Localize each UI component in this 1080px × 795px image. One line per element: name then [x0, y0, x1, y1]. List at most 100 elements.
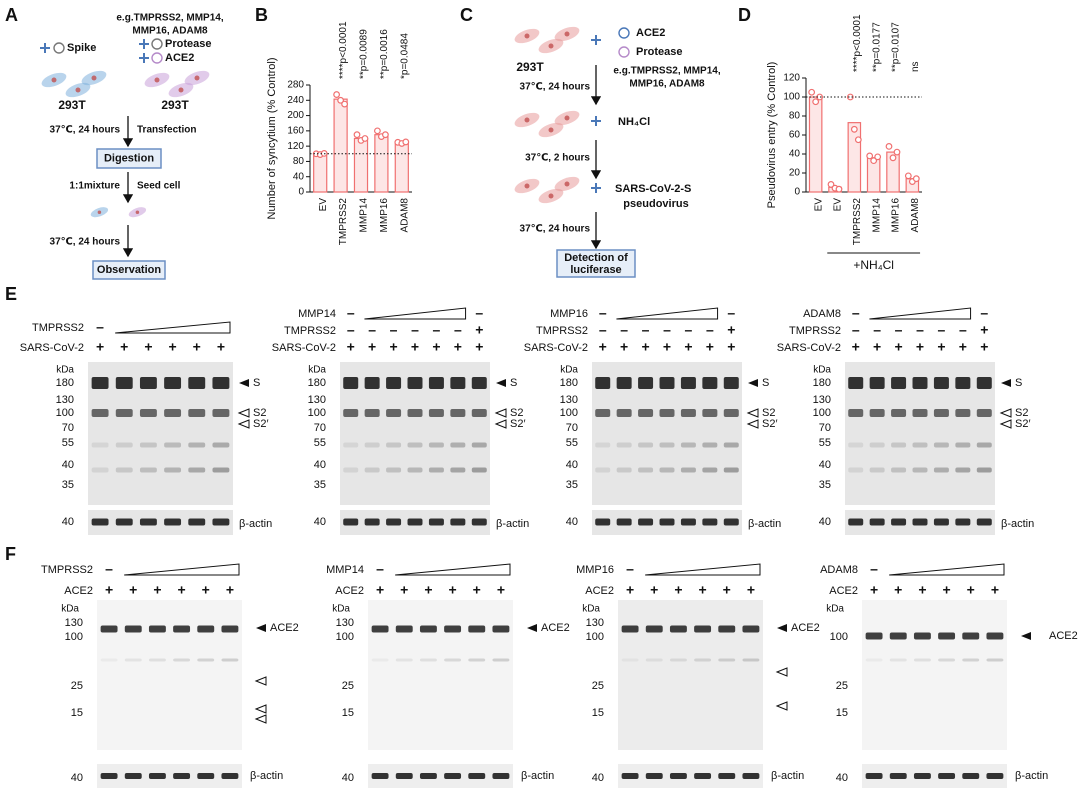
ramp: [645, 563, 761, 576]
annotation: **p=0.0089: [359, 29, 370, 79]
marker-label: 180: [813, 377, 831, 389]
band: [933, 409, 949, 417]
band: [188, 518, 206, 526]
band: [702, 442, 718, 448]
lane-sign: +: [684, 339, 692, 355]
annotation: **p=0.0177: [871, 22, 882, 72]
lane-sign: +: [475, 322, 483, 338]
band: [723, 518, 739, 526]
band: [913, 773, 931, 779]
band: [962, 632, 980, 640]
marker-label: 55: [62, 437, 74, 449]
band: [659, 467, 675, 473]
step-box: [96, 148, 162, 169]
circle-icon: [618, 27, 630, 39]
kda-label: kDa: [308, 365, 326, 376]
band: [869, 377, 885, 389]
label: 37℃, 24 hours: [50, 125, 121, 136]
row-label: TMPRSS2: [32, 322, 84, 334]
band: [938, 658, 956, 662]
lane-sign: +: [727, 339, 735, 355]
marker-label: 100: [308, 407, 326, 419]
band: [386, 442, 402, 448]
band: [407, 409, 423, 417]
lane-sign: –: [938, 322, 946, 338]
band: [115, 409, 133, 417]
lane-sign: +: [599, 339, 607, 355]
band: [659, 409, 675, 417]
lane-sign: +: [852, 339, 860, 355]
ramp: [889, 563, 1005, 576]
band: [212, 518, 230, 526]
band-arrow: [1001, 379, 1011, 387]
blot: [97, 600, 242, 750]
lane-sign: +: [626, 582, 634, 598]
lane-sign: –: [376, 561, 384, 577]
marker-label: 100: [56, 407, 74, 419]
band: [616, 377, 632, 389]
step-box: [556, 249, 636, 278]
nucleus: [75, 87, 81, 93]
band-arrow: [494, 419, 507, 429]
marker-label: 35: [566, 479, 578, 491]
row-label: SARS-CoV-2: [524, 342, 588, 354]
band-arrow: [254, 676, 267, 686]
band-arrow: [254, 704, 267, 714]
lane-sign: +: [368, 339, 376, 355]
y-tick-label: 40: [789, 149, 801, 160]
band: [669, 625, 687, 633]
band: [669, 773, 687, 779]
band: [891, 442, 907, 448]
circle-icon: [151, 52, 163, 64]
lane-sign: +: [937, 339, 945, 355]
ramp: [124, 563, 240, 576]
row-label: SARS-CoV-2: [20, 342, 84, 354]
band: [694, 658, 712, 662]
marker-label: 40: [62, 459, 74, 471]
band: [386, 377, 402, 389]
band: [645, 773, 663, 779]
band: [976, 467, 992, 473]
band: [428, 467, 444, 473]
marker-label: 40: [819, 516, 831, 528]
lane-sign: +: [991, 582, 999, 598]
band: [407, 467, 423, 473]
lane-sign: –: [620, 322, 628, 338]
label: 37℃, 24 hours: [50, 237, 121, 248]
lane-sign: +: [967, 582, 975, 598]
panel-label: D: [738, 5, 751, 25]
group-label: +NH₄Cl: [853, 258, 894, 272]
x-tick-label: MMP16: [379, 198, 390, 233]
band: [212, 377, 230, 389]
band: [659, 377, 675, 389]
band: [197, 658, 215, 662]
band: [386, 518, 402, 526]
lane-sign: +: [168, 339, 176, 355]
band: [91, 442, 109, 448]
label: 37℃, 24 hours: [520, 224, 591, 235]
band: [638, 467, 654, 473]
band: [723, 467, 739, 473]
band: [912, 518, 928, 526]
lane-sign: –: [852, 322, 860, 338]
kda-label: kDa: [61, 604, 79, 615]
band: [471, 518, 487, 526]
band: [645, 658, 663, 662]
blot-actin: [88, 510, 233, 535]
band: [139, 442, 157, 448]
row-label: MMP14: [326, 564, 364, 576]
label: ACE2: [636, 27, 665, 39]
band: [891, 467, 907, 473]
lane-sign: +: [144, 339, 152, 355]
lane-sign: +: [389, 339, 397, 355]
lane-sign: +: [454, 339, 462, 355]
band: [976, 518, 992, 526]
kda-label: kDa: [56, 365, 74, 376]
kda-label: kDa: [582, 604, 600, 615]
label: Transfection: [137, 125, 196, 136]
band: [595, 467, 611, 473]
band: [742, 658, 760, 662]
band: [718, 773, 736, 779]
band: [343, 518, 359, 526]
